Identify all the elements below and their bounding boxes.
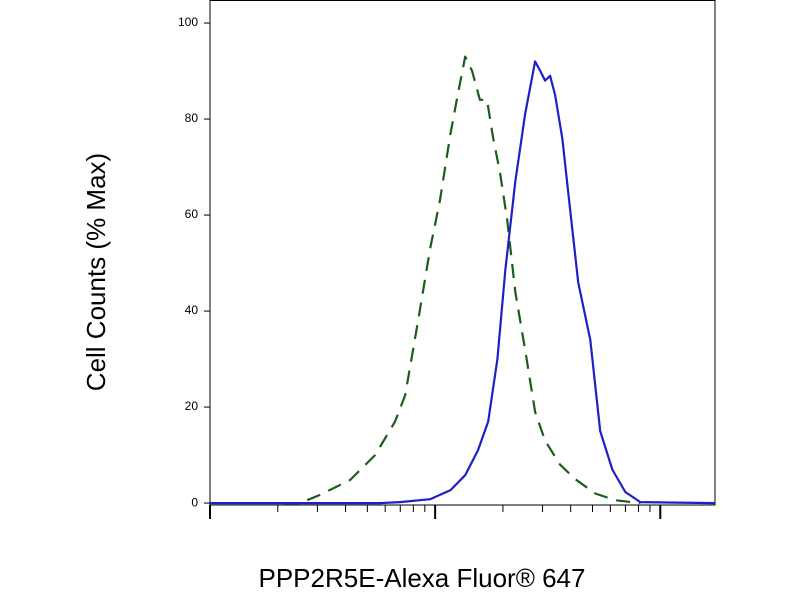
y-tick-label: 100 (178, 15, 198, 29)
x-axis-label: PPP2R5E-Alexa Fluor® 647 (259, 563, 586, 593)
y-axis-label: Cell Counts (% Max) (81, 153, 111, 391)
y-tick-label: 40 (185, 303, 199, 317)
plot-frame (209, 0, 716, 506)
series-line (210, 60, 716, 505)
series-line (284, 55, 641, 505)
y-tick-label: 20 (185, 399, 199, 413)
y-tick-label: 0 (191, 495, 198, 509)
y-tick-label: 60 (185, 207, 199, 221)
y-tick-label: 80 (185, 111, 199, 125)
